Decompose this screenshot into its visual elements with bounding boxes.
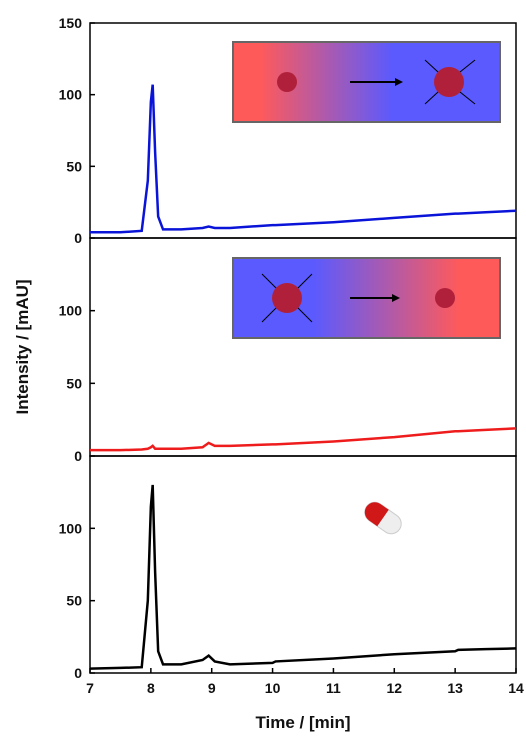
pill-icon <box>364 501 402 535</box>
x-tick-label: 8 <box>147 680 155 696</box>
y-tick-label: 50 <box>66 375 82 391</box>
y-tick-label: 50 <box>66 593 82 609</box>
x-tick-label: 10 <box>265 680 281 696</box>
inset-middle <box>232 257 501 339</box>
line-series <box>90 84 517 234</box>
line-series <box>90 427 517 452</box>
y-tick-label: 0 <box>74 230 82 246</box>
y-tick-label: 50 <box>66 158 82 174</box>
x-axis-label: Time / [min] <box>255 713 350 732</box>
x-tick-label: 12 <box>386 680 402 696</box>
line-series <box>89 484 517 670</box>
y-tick-label: 150 <box>59 15 83 31</box>
y-axis-label: Intensity / [mAU] <box>13 279 32 414</box>
x-tick-label: 14 <box>508 680 524 696</box>
y-tick-label: 100 <box>59 303 83 319</box>
y-tick-label: 100 <box>59 520 83 536</box>
y-tick-label: 0 <box>74 665 82 681</box>
x-tick-label: 11 <box>326 680 341 696</box>
y-tick-label: 0 <box>74 448 82 464</box>
x-tick-label: 9 <box>208 680 216 696</box>
x-tick-label: 13 <box>447 680 463 696</box>
inset-top <box>232 41 501 123</box>
x-tick-label: 7 <box>86 680 94 696</box>
panel-frame <box>89 455 517 674</box>
y-tick-label: 100 <box>59 87 83 103</box>
